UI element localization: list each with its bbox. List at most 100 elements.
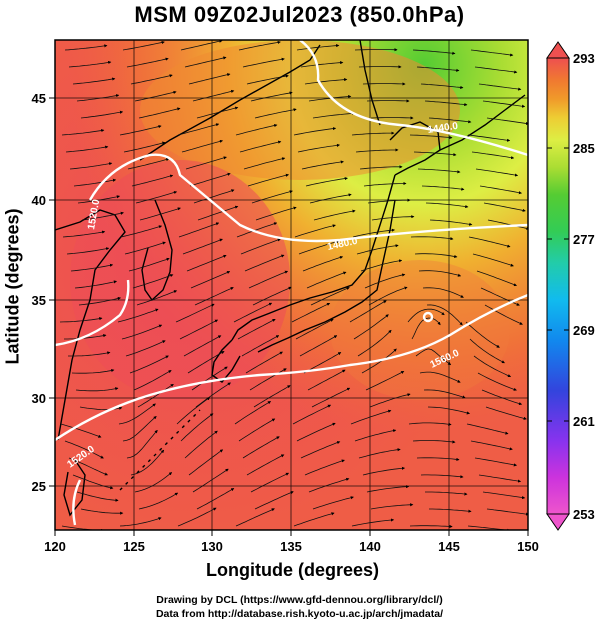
y-tick-label: 35: [32, 293, 46, 308]
streamline: [139, 207, 181, 221]
contour-line: [299, 40, 528, 157]
streamline: [354, 429, 397, 442]
streamline: [420, 83, 464, 89]
streamline: [351, 131, 395, 136]
x-tick-label: 125: [123, 539, 145, 554]
streamline: [78, 296, 122, 306]
streamline: [245, 351, 283, 374]
streamline: [469, 338, 505, 364]
streamline: [195, 382, 231, 408]
streamline: [134, 472, 173, 493]
streamline: [242, 57, 285, 68]
streamline: [189, 172, 231, 187]
streamline: [413, 151, 457, 157]
streamline: [248, 270, 289, 289]
streamline: [313, 209, 356, 221]
streamline: [252, 286, 292, 306]
credit-data-source: Data from http://database.rish.kyoto-u.a…: [155, 608, 444, 620]
streamline: [420, 474, 464, 479]
streamline: [193, 189, 235, 204]
coastline-taiwan: [63, 459, 86, 517]
streamline: [238, 40, 281, 51]
colorbar-label: 261: [573, 414, 595, 429]
streamline: [59, 317, 103, 323]
contour-line: [55, 293, 528, 441]
streamline: [179, 319, 219, 340]
streamline: [414, 253, 458, 259]
streamline: [237, 318, 276, 340]
streamline: [236, 222, 278, 238]
streamline: [70, 263, 114, 272]
streamline: [68, 60, 112, 68]
streamline: [418, 270, 462, 277]
streamline: [127, 158, 170, 170]
streamline: [64, 44, 108, 51]
streamline: [240, 238, 281, 255]
streamline: [136, 290, 178, 306]
streamline: [74, 280, 118, 289]
streamline: [80, 508, 124, 515]
streamline: [120, 225, 163, 238]
streamline: [350, 409, 392, 425]
streamline: [475, 168, 519, 177]
streamline: [476, 270, 518, 287]
coastline-korea: [141, 199, 173, 302]
streamline: [412, 440, 456, 444]
streamline: [187, 351, 225, 374]
x-tick-label: 120: [44, 539, 66, 554]
streamline: [124, 241, 166, 255]
streamline: [295, 318, 334, 340]
streamline: [360, 259, 403, 272]
streamline: [362, 466, 406, 476]
contour-label: 1520.0: [86, 198, 102, 230]
streamline: [471, 151, 515, 160]
streamline: [185, 156, 227, 170]
streamline: [312, 111, 356, 119]
streamline: [254, 491, 294, 510]
streamline: [484, 304, 523, 325]
streamline: [68, 351, 111, 357]
contour-line: [55, 279, 130, 347]
streamline: [298, 240, 340, 255]
streamline: [304, 459, 345, 476]
streamline: [465, 321, 500, 348]
streamline: [128, 257, 170, 272]
streamline: [354, 48, 398, 52]
streamline: [75, 387, 119, 392]
streamline: [422, 287, 464, 298]
streamline: [180, 413, 214, 442]
streamline: [470, 440, 513, 451]
streamline: [188, 449, 224, 476]
streamline: [125, 340, 166, 357]
y-tick-label: 40: [32, 193, 46, 208]
streamline: [192, 89, 235, 102]
contour-label: 1440.0: [427, 121, 459, 136]
colorbar-label: 293: [573, 51, 595, 66]
streamline: [251, 190, 293, 204]
streamline: [409, 524, 453, 529]
streamline: [301, 160, 344, 170]
streamline: [482, 100, 526, 108]
streamline: [129, 355, 169, 374]
streamline: [311, 387, 351, 408]
coastline-japan-honshu: [231, 174, 396, 341]
streamline: [186, 254, 227, 272]
streamline: [416, 457, 460, 461]
streamline: [191, 366, 228, 391]
streamline: [119, 125, 162, 136]
streamline: [79, 406, 123, 410]
streamline: [247, 173, 290, 187]
streamline: [485, 406, 527, 420]
streamline: [134, 90, 177, 102]
colorbar-label: 277: [573, 232, 595, 247]
streamline: [126, 429, 158, 459]
streamline: [415, 348, 452, 366]
streamline: [478, 474, 522, 483]
streamline: [76, 491, 119, 502]
streamline: [412, 49, 456, 55]
streamline: [122, 415, 157, 442]
streamline: [60, 423, 102, 438]
streamline: [370, 503, 414, 510]
coastline-hokkaido: [389, 121, 441, 176]
